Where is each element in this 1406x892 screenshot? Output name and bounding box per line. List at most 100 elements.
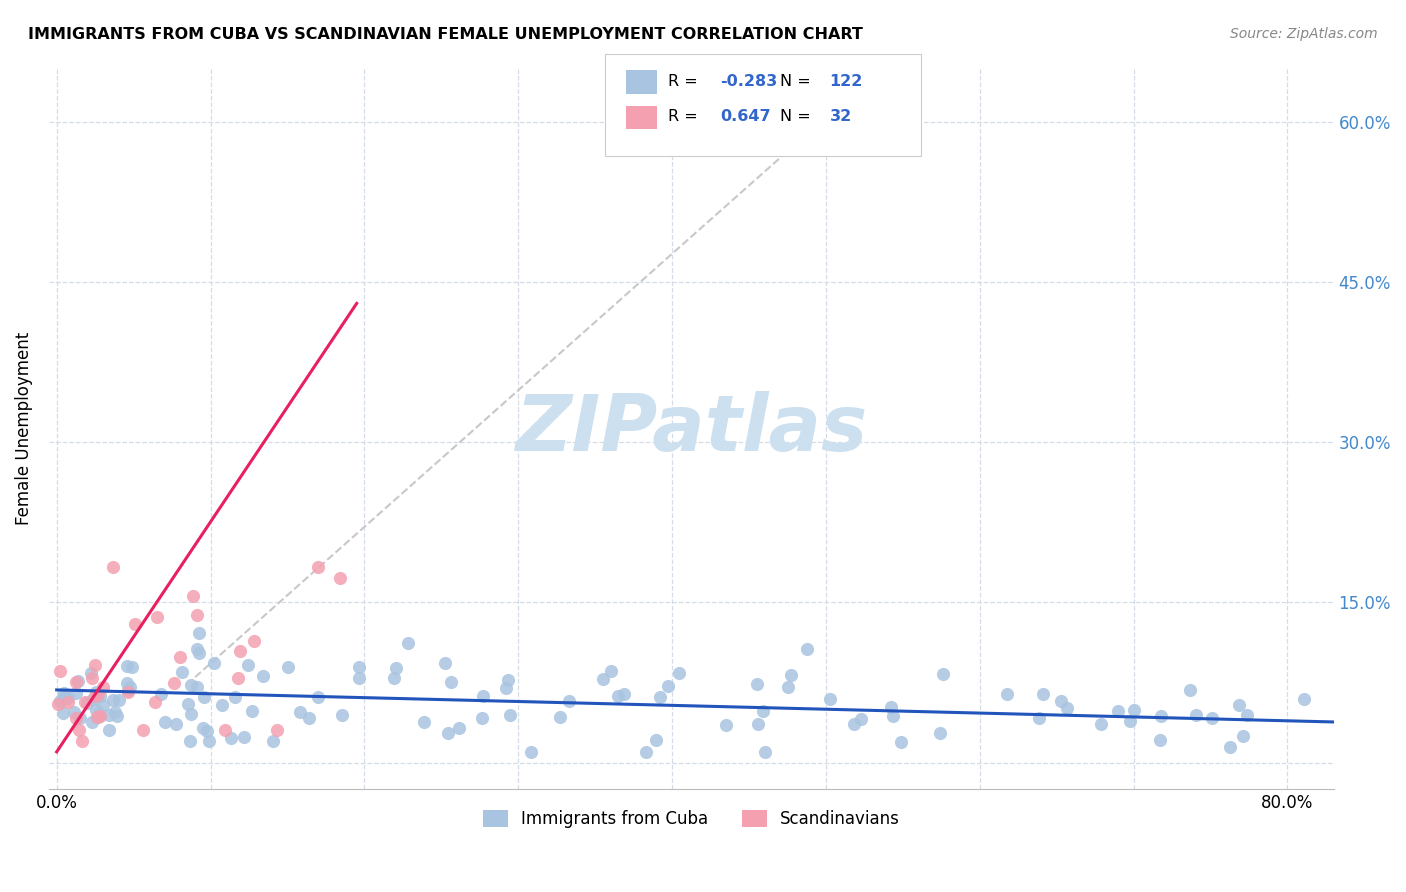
Point bbox=[101, 693, 124, 707]
Point bbox=[226, 671, 249, 685]
Point bbox=[613, 686, 636, 700]
Point bbox=[1149, 733, 1171, 747]
Point bbox=[550, 709, 572, 723]
Point bbox=[188, 626, 211, 640]
Point bbox=[186, 681, 208, 695]
Point bbox=[1227, 698, 1250, 712]
Point bbox=[117, 685, 139, 699]
Point bbox=[347, 660, 370, 674]
Point bbox=[117, 683, 139, 698]
Point bbox=[72, 734, 94, 748]
Point bbox=[277, 660, 299, 674]
Point bbox=[132, 723, 155, 738]
Point bbox=[592, 672, 614, 686]
Text: 32: 32 bbox=[830, 110, 852, 124]
Point bbox=[86, 710, 108, 724]
Point bbox=[165, 716, 187, 731]
Point bbox=[382, 671, 405, 685]
Point bbox=[105, 709, 128, 723]
Point bbox=[754, 745, 776, 759]
Point bbox=[65, 710, 87, 724]
Point bbox=[67, 723, 90, 738]
Point bbox=[347, 671, 370, 685]
Point bbox=[818, 691, 841, 706]
Point bbox=[177, 698, 200, 712]
Point bbox=[63, 705, 86, 719]
Point bbox=[413, 714, 436, 729]
Point bbox=[307, 560, 329, 574]
Point bbox=[398, 636, 420, 650]
Point bbox=[219, 731, 242, 745]
Point bbox=[252, 669, 274, 683]
Point bbox=[745, 677, 768, 691]
Point bbox=[153, 715, 176, 730]
Point bbox=[170, 665, 193, 679]
Text: IMMIGRANTS FROM CUBA VS SCANDINAVIAN FEMALE UNEMPLOYMENT CORRELATION CHART: IMMIGRANTS FROM CUBA VS SCANDINAVIAN FEM… bbox=[28, 27, 863, 42]
Point bbox=[115, 659, 138, 673]
Point bbox=[58, 690, 80, 705]
Point bbox=[1050, 694, 1073, 708]
Point bbox=[89, 709, 111, 723]
Point bbox=[146, 610, 169, 624]
Point bbox=[385, 660, 408, 674]
Point bbox=[849, 712, 872, 726]
Point bbox=[890, 735, 912, 749]
Point bbox=[48, 698, 70, 712]
Point bbox=[195, 723, 218, 738]
Point bbox=[124, 616, 146, 631]
Point bbox=[89, 689, 111, 703]
Point bbox=[82, 671, 104, 685]
Point bbox=[193, 690, 215, 704]
Point bbox=[1107, 704, 1129, 718]
Text: -0.283: -0.283 bbox=[720, 74, 778, 88]
Legend: Immigrants from Cuba, Scandinavians: Immigrants from Cuba, Scandinavians bbox=[477, 804, 907, 835]
Point bbox=[434, 657, 457, 671]
Point bbox=[91, 680, 114, 694]
Point bbox=[607, 689, 630, 703]
Point bbox=[657, 679, 679, 693]
Point bbox=[645, 733, 668, 747]
Point bbox=[82, 714, 104, 729]
Point bbox=[747, 716, 769, 731]
Point bbox=[84, 703, 107, 717]
Point bbox=[87, 706, 110, 721]
Point bbox=[519, 745, 541, 759]
Point bbox=[115, 676, 138, 690]
Point bbox=[75, 695, 97, 709]
Point bbox=[84, 684, 107, 698]
Point bbox=[93, 698, 115, 713]
Text: N =: N = bbox=[780, 74, 817, 88]
Point bbox=[65, 686, 87, 700]
Point bbox=[776, 680, 799, 694]
Point bbox=[599, 665, 621, 679]
Point bbox=[186, 607, 208, 622]
Point bbox=[558, 694, 581, 708]
Point bbox=[76, 696, 98, 710]
Point bbox=[49, 694, 72, 708]
Point bbox=[187, 646, 209, 660]
Point bbox=[472, 689, 495, 703]
Point bbox=[1232, 729, 1254, 743]
Point bbox=[471, 711, 494, 725]
Y-axis label: Female Unemployment: Female Unemployment bbox=[15, 332, 32, 525]
Point bbox=[198, 734, 221, 748]
Point bbox=[240, 704, 263, 718]
Point bbox=[1119, 714, 1142, 728]
Point bbox=[104, 705, 127, 719]
Point bbox=[330, 707, 353, 722]
Point bbox=[298, 711, 321, 725]
Point bbox=[634, 745, 657, 759]
Point bbox=[1201, 711, 1223, 725]
Point bbox=[243, 634, 266, 648]
Point bbox=[752, 704, 775, 718]
Text: N =: N = bbox=[780, 110, 821, 124]
Text: ZIPatlas: ZIPatlas bbox=[515, 391, 868, 467]
Point bbox=[84, 689, 107, 703]
Point bbox=[202, 657, 225, 671]
Point bbox=[932, 667, 955, 681]
Point bbox=[52, 706, 75, 720]
Point bbox=[796, 641, 818, 656]
Point bbox=[82, 692, 104, 706]
Point bbox=[163, 676, 186, 690]
Point bbox=[69, 711, 91, 725]
